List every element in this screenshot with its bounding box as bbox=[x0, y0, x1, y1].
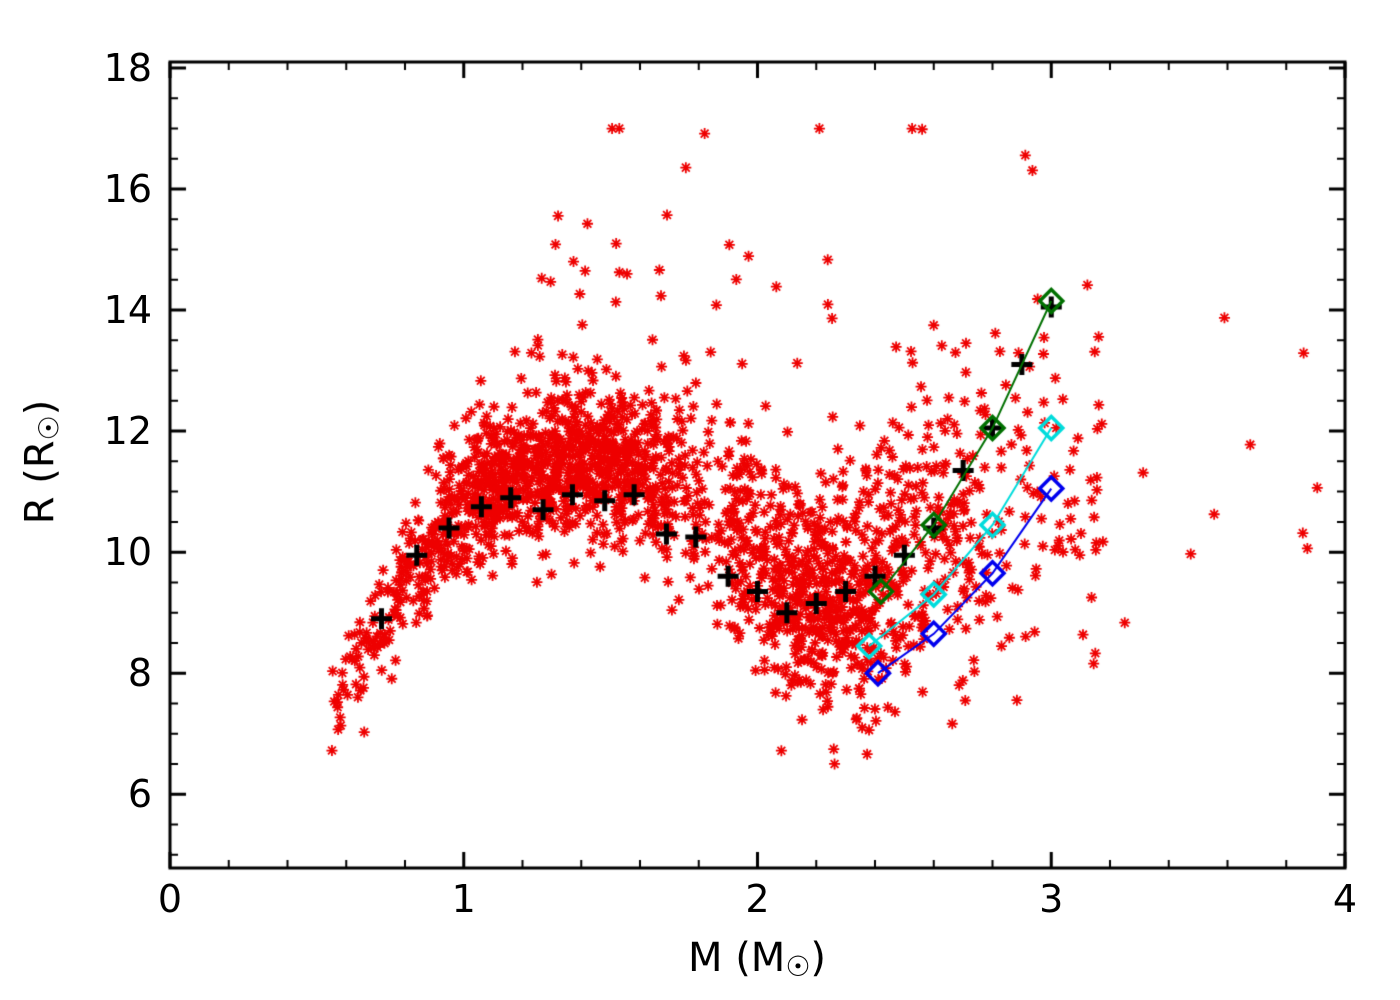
y-axis-title-close: ) bbox=[17, 399, 64, 416]
x-tick-label: 4 bbox=[1332, 877, 1358, 921]
y-tick-label: 14 bbox=[103, 288, 152, 333]
x-tick-label: 2 bbox=[745, 877, 770, 921]
y-tick-label: 12 bbox=[103, 409, 152, 454]
y-tick-label: 10 bbox=[103, 530, 152, 575]
sun-symbol: ☉ bbox=[32, 415, 66, 441]
y-tick-label: 16 bbox=[103, 167, 152, 212]
y-tick-label: 18 bbox=[103, 46, 152, 91]
y-axis-title-text: R (R bbox=[17, 440, 64, 525]
x-tick-label: 3 bbox=[1039, 877, 1064, 921]
x-tick-label: 0 bbox=[157, 877, 183, 921]
y-axis-title: R (R☉) bbox=[17, 399, 66, 525]
x-tick-label: 1 bbox=[451, 877, 476, 921]
y-tick-label: 8 bbox=[127, 651, 152, 696]
x-axis-title-text: M (M bbox=[687, 935, 786, 981]
x-axis-title: M (M☉) bbox=[688, 938, 826, 981]
sun-symbol: ☉ bbox=[785, 950, 811, 984]
x-axis-title-close: ) bbox=[810, 935, 827, 981]
y-tick-label: 6 bbox=[127, 772, 152, 817]
